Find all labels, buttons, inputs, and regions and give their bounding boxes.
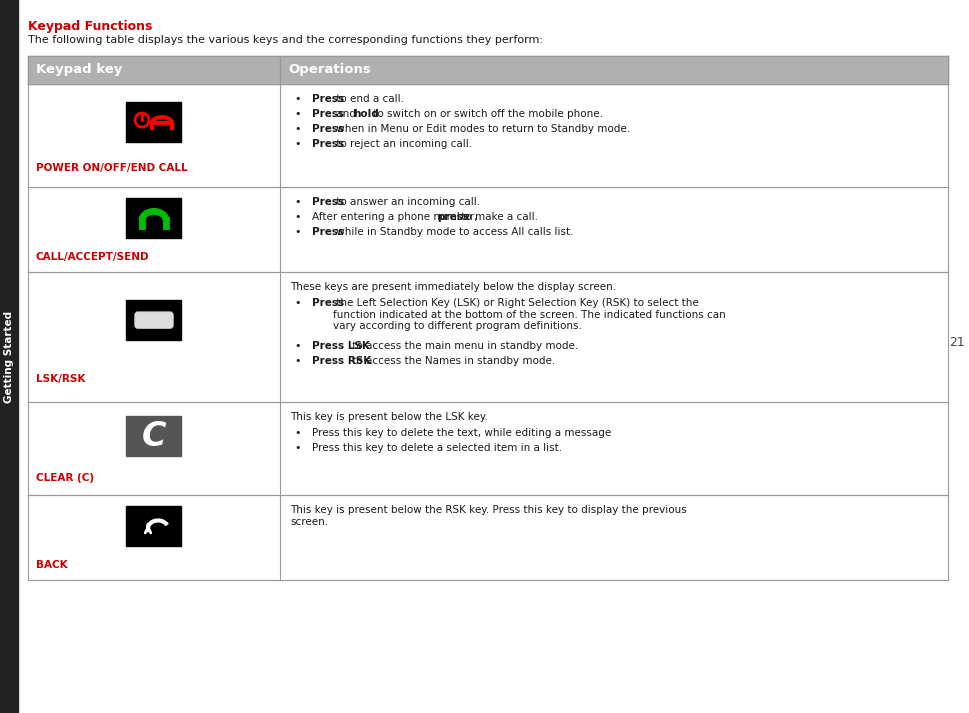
Text: POWER ON/OFF/END CALL: POWER ON/OFF/END CALL <box>36 163 187 173</box>
Text: Press: Press <box>312 197 344 207</box>
Bar <box>28 272 947 402</box>
Text: to answer an incoming call.: to answer an incoming call. <box>332 197 480 207</box>
Text: These keys are present immediately below the display screen.: These keys are present immediately below… <box>290 282 615 292</box>
Text: •: • <box>295 109 301 119</box>
Text: Press RSK: Press RSK <box>312 356 371 366</box>
Text: LSK/RSK: LSK/RSK <box>36 374 85 384</box>
Text: to access the Names in standby mode.: to access the Names in standby mode. <box>349 356 555 366</box>
Text: Press this key to delete a selected item in a list.: Press this key to delete a selected item… <box>312 443 562 453</box>
Text: to make a call.: to make a call. <box>457 212 538 222</box>
Text: to reject an incoming call.: to reject an incoming call. <box>332 139 471 149</box>
Bar <box>126 416 181 456</box>
Text: Operations: Operations <box>288 63 370 76</box>
Text: This key is present below the LSK key.: This key is present below the LSK key. <box>290 412 487 422</box>
Text: Press: Press <box>312 109 344 119</box>
Text: •: • <box>295 341 301 351</box>
FancyBboxPatch shape <box>135 312 172 328</box>
Text: •: • <box>295 428 301 438</box>
Text: Press this key to delete the text, while editing a message: Press this key to delete the text, while… <box>312 428 610 438</box>
Text: Press: Press <box>312 139 344 149</box>
Bar <box>126 198 181 238</box>
Text: •: • <box>295 443 301 453</box>
Text: •: • <box>295 227 301 237</box>
Text: Keypad key: Keypad key <box>36 63 122 76</box>
Text: when in Menu or Edit modes to return to Standby mode.: when in Menu or Edit modes to return to … <box>332 124 629 134</box>
Bar <box>28 84 947 187</box>
Text: After entering a phone number,: After entering a phone number, <box>312 212 481 222</box>
Text: Press: Press <box>312 227 344 237</box>
Bar <box>28 187 947 272</box>
Text: Press: Press <box>312 124 344 134</box>
Text: press: press <box>437 212 469 222</box>
Text: CLEAR (C): CLEAR (C) <box>36 473 94 483</box>
Text: to end a call.: to end a call. <box>332 94 403 104</box>
Bar <box>28 402 947 495</box>
Text: This key is present below the RSK key. Press this key to display the previous
sc: This key is present below the RSK key. P… <box>290 505 686 527</box>
Text: to switch on or switch off the mobile phone.: to switch on or switch off the mobile ph… <box>369 109 602 119</box>
Text: •: • <box>295 356 301 366</box>
Text: •: • <box>295 139 301 149</box>
Text: and: and <box>332 109 359 119</box>
Bar <box>0 0 18 713</box>
Bar <box>28 495 947 580</box>
Text: to access the main menu in standby mode.: to access the main menu in standby mode. <box>349 341 578 351</box>
Bar <box>126 506 181 546</box>
Text: •: • <box>295 124 301 134</box>
Bar <box>126 300 181 340</box>
Text: 21: 21 <box>948 337 964 349</box>
Text: Press LSK: Press LSK <box>312 341 369 351</box>
Text: •: • <box>295 298 301 308</box>
Text: CALL/ACCEPT/SEND: CALL/ACCEPT/SEND <box>36 252 149 262</box>
Bar <box>126 102 181 142</box>
Text: while in Standby mode to access All calls list.: while in Standby mode to access All call… <box>332 227 573 237</box>
Text: C: C <box>141 420 166 453</box>
Text: BACK: BACK <box>36 560 68 570</box>
Text: Press: Press <box>312 298 344 308</box>
Text: •: • <box>295 212 301 222</box>
Text: •: • <box>295 197 301 207</box>
Text: hold: hold <box>353 109 378 119</box>
Text: Getting Started: Getting Started <box>4 310 14 403</box>
Text: Press: Press <box>312 94 344 104</box>
Text: •: • <box>295 94 301 104</box>
Text: The following table displays the various keys and the corresponding functions th: The following table displays the various… <box>28 35 543 45</box>
Bar <box>28 56 947 84</box>
Text: Keypad Functions: Keypad Functions <box>28 20 152 33</box>
Text: the Left Selection Key (LSK) or Right Selection Key (RSK) to select the
function: the Left Selection Key (LSK) or Right Se… <box>332 298 725 332</box>
